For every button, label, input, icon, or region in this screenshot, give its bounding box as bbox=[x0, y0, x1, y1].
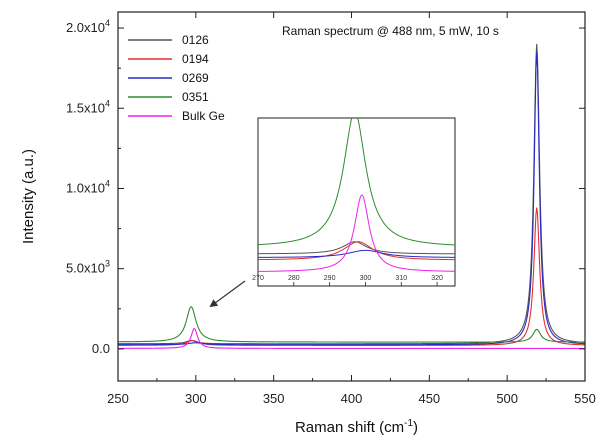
y-tick-label: 2.0x104 bbox=[66, 18, 110, 35]
y-tick-label: 5.0x103 bbox=[66, 259, 110, 276]
inset-tick-label: 270 bbox=[252, 275, 264, 282]
inset-tick-label: 280 bbox=[288, 275, 300, 282]
x-axis-title: Raman shift (cm-1) bbox=[295, 418, 418, 436]
x-tick-label: 400 bbox=[341, 391, 363, 406]
x-tick-label: 250 bbox=[107, 391, 129, 406]
inset-tick-label: 300 bbox=[360, 275, 372, 282]
y-tick-label: 1.0x104 bbox=[66, 178, 110, 195]
inset-series-line-0269 bbox=[258, 249, 455, 258]
x-tick-label: 300 bbox=[185, 391, 207, 406]
legend-label: 0269 bbox=[182, 71, 209, 85]
y-tick-label: 0.0 bbox=[92, 341, 110, 356]
series-line-0194 bbox=[118, 207, 585, 346]
y-axis-title: Intensity (a.u.) bbox=[20, 149, 37, 244]
series-line-bulk-ge bbox=[118, 327, 585, 349]
legend-label: 0351 bbox=[182, 90, 209, 104]
legend-label: Bulk Ge bbox=[182, 109, 225, 123]
y-tick-label: 1.5x104 bbox=[66, 98, 110, 115]
inset-pointer-arrow bbox=[209, 280, 246, 308]
x-tick-label: 350 bbox=[263, 391, 285, 406]
x-tick-label: 500 bbox=[496, 391, 518, 406]
spectrum-annotation: Raman spectrum @ 488 nm, 5 mW, 10 s bbox=[282, 24, 499, 38]
x-tick-label: 450 bbox=[418, 391, 440, 406]
x-tick-label: 550 bbox=[574, 391, 596, 406]
series-line-0351 bbox=[118, 306, 585, 343]
inset-tick-label: 320 bbox=[431, 275, 443, 282]
inset-series-line-0194 bbox=[258, 241, 455, 261]
inset-tick-label: 290 bbox=[324, 275, 336, 282]
inset-series-line-bulk-ge bbox=[258, 194, 455, 272]
inset-series-line-0351 bbox=[258, 118, 455, 246]
inset-frame bbox=[257, 117, 456, 287]
legend-label: 0126 bbox=[182, 33, 209, 47]
inset-tick-label: 310 bbox=[395, 275, 407, 282]
legend-label: 0194 bbox=[182, 52, 209, 66]
